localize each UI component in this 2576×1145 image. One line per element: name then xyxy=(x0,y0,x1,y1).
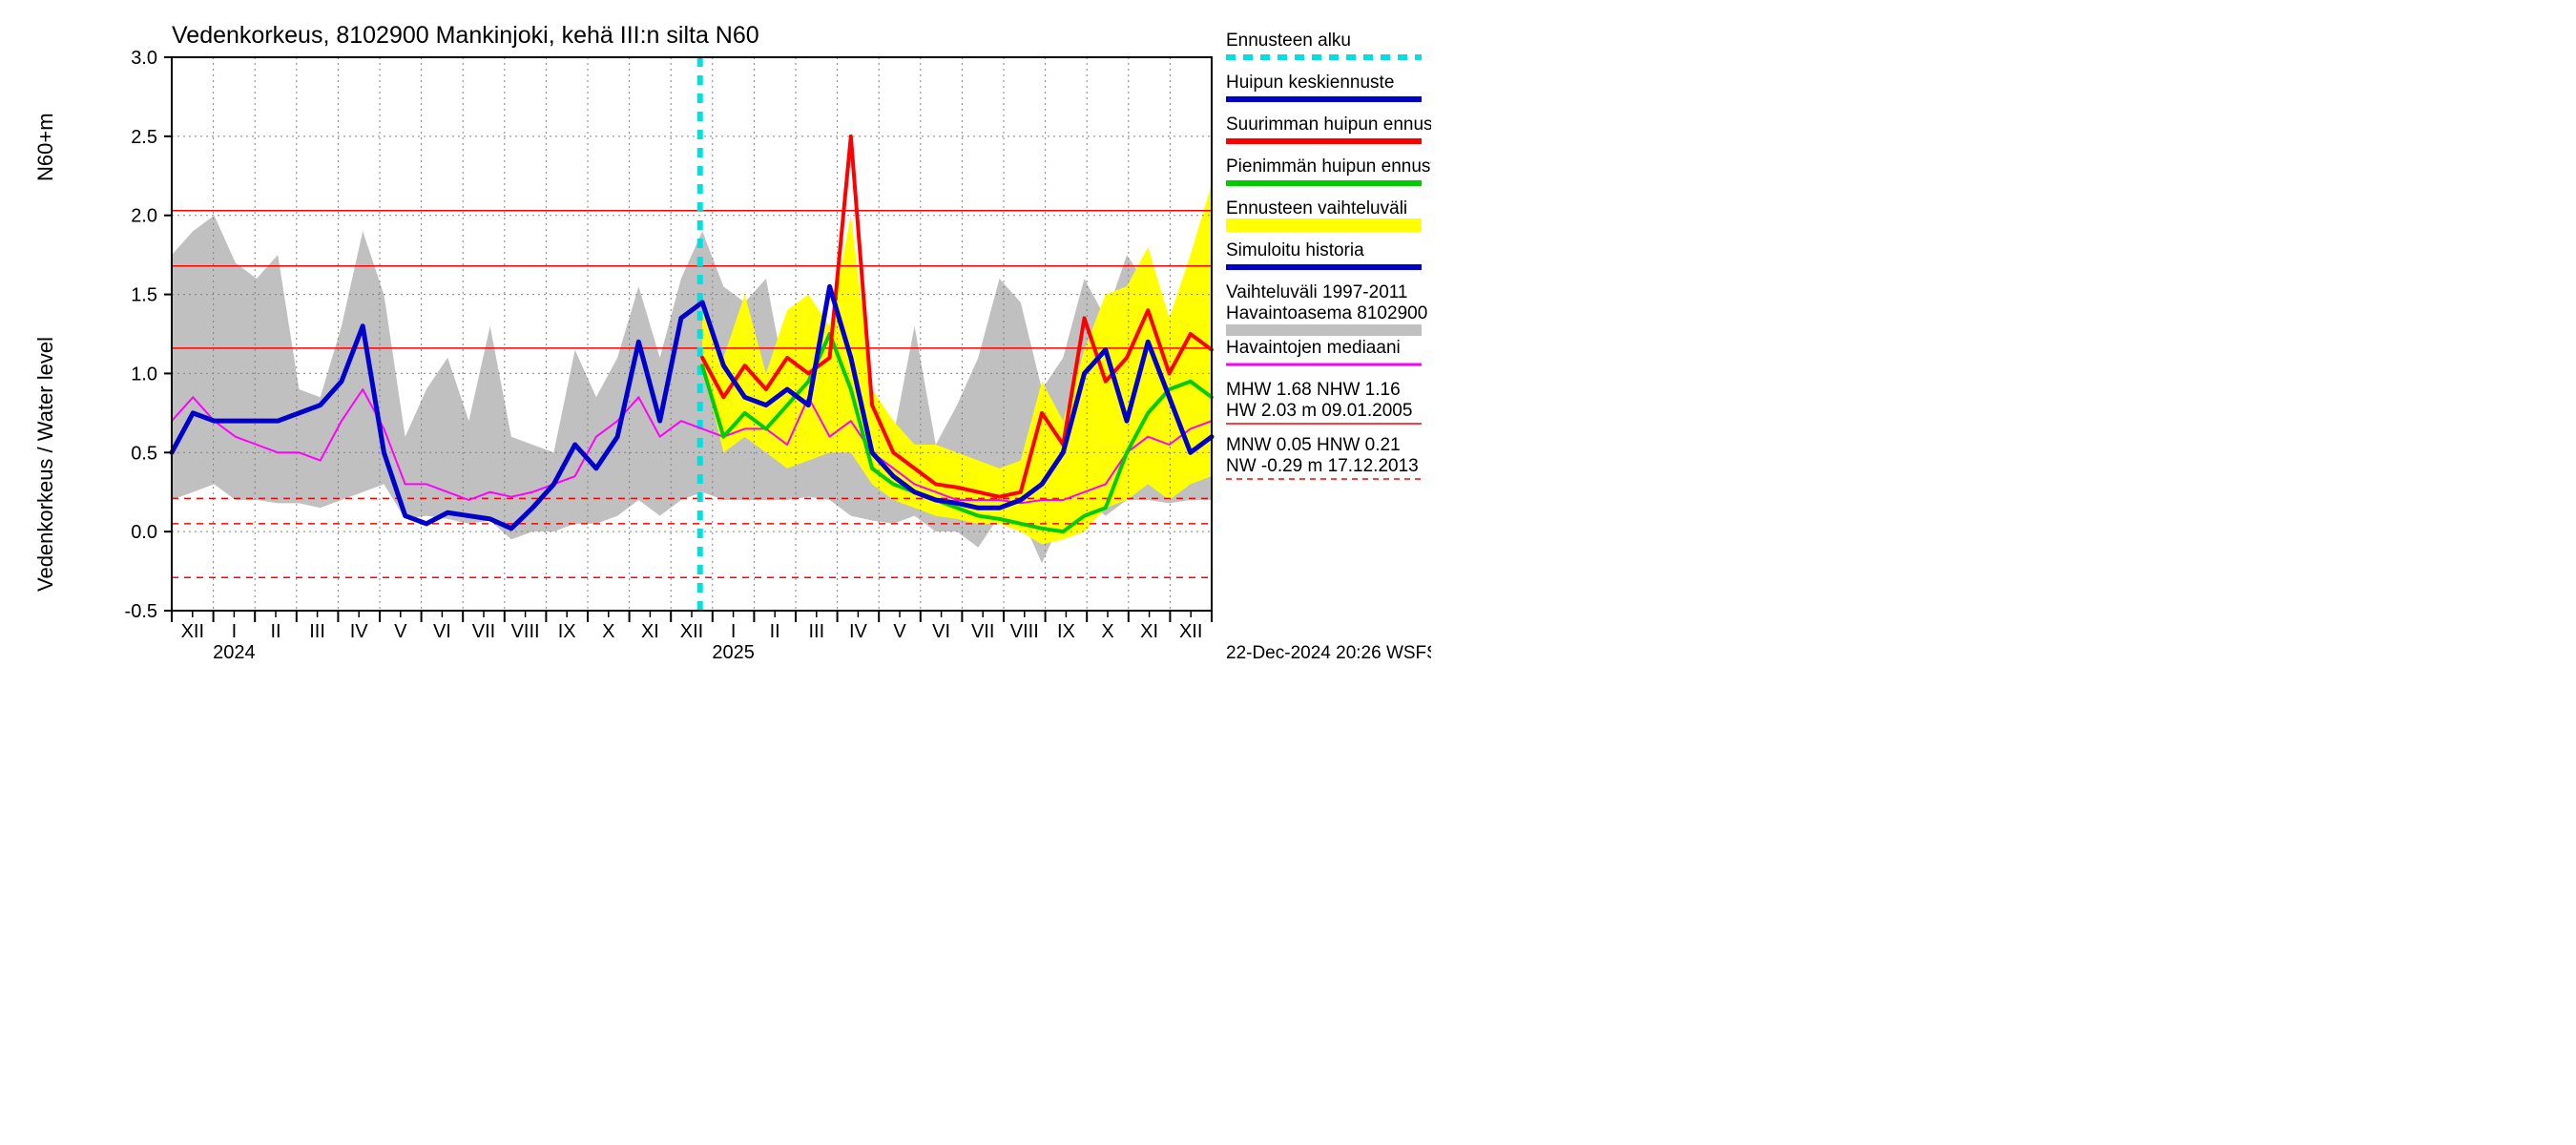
legend-swatch xyxy=(1226,324,1422,336)
y-tick-label: 0.5 xyxy=(131,443,157,464)
y-tick-label: 3.0 xyxy=(131,48,157,69)
x-tick-label: XII xyxy=(680,621,703,642)
x-tick-label: V xyxy=(893,621,906,642)
x-tick-label: VI xyxy=(433,621,451,642)
chart-title: Vedenkorkeus, 8102900 Mankinjoki, kehä I… xyxy=(172,22,759,49)
x-tick-label: II xyxy=(770,621,780,642)
x-tick-label: XI xyxy=(641,621,659,642)
chart-container: Vedenkorkeus, 8102900 Mankinjoki, kehä I… xyxy=(0,0,1431,668)
y-tick-label: 1.5 xyxy=(131,285,157,306)
y-tick-label: 2.5 xyxy=(131,127,157,148)
x-tick-label: VIII xyxy=(1010,621,1039,642)
x-tick-label: XI xyxy=(1140,621,1158,642)
x-tick-label: IV xyxy=(849,621,868,642)
x-tick-label: X xyxy=(1101,621,1113,642)
legend-label: Simuloitu historia xyxy=(1226,240,1364,260)
x-tick-label: VI xyxy=(932,621,950,642)
x-tick-label: VII xyxy=(472,621,495,642)
y-axis-unit: N60+m xyxy=(33,113,57,181)
x-tick-label: IV xyxy=(350,621,369,642)
x-tick-label: XII xyxy=(1179,621,1202,642)
footer-timestamp: 22-Dec-2024 20:26 WSFS-O xyxy=(1226,643,1431,663)
legend-label: Huipun keskiennuste xyxy=(1226,73,1394,93)
x-tick-label: VII xyxy=(971,621,994,642)
legend-extra: Havaintoasema 8102900 xyxy=(1226,303,1427,323)
y-axis-label: Vedenkorkeus / Water level xyxy=(33,337,57,592)
legend-label: Havaintojen mediaani xyxy=(1226,338,1401,358)
x-year-label: 2024 xyxy=(213,642,256,663)
chart-svg: Vedenkorkeus, 8102900 Mankinjoki, kehä I… xyxy=(0,0,1431,668)
x-tick-label: II xyxy=(270,621,280,642)
x-tick-label: I xyxy=(232,621,238,642)
x-year-label: 2025 xyxy=(712,642,755,663)
x-tick-label: IX xyxy=(558,621,576,642)
x-tick-label: IX xyxy=(1057,621,1075,642)
x-tick-label: X xyxy=(602,621,614,642)
legend-extra: NW -0.29 m 17.12.2013 xyxy=(1226,456,1419,476)
y-tick-label: 0.0 xyxy=(131,522,157,543)
x-tick-label: XII xyxy=(181,621,204,642)
legend-label: MNW 0.05 HNW 0.21 xyxy=(1226,435,1401,455)
legend-label: Pienimmän huipun ennuste xyxy=(1226,156,1431,177)
x-tick-label: VIII xyxy=(511,621,540,642)
x-tick-label: III xyxy=(808,621,824,642)
legend-label: Ennusteen vaihteluväli xyxy=(1226,198,1407,219)
x-tick-label: I xyxy=(731,621,737,642)
y-tick-label: 1.0 xyxy=(131,364,157,385)
legend-label: Vaihteluväli 1997-2011 xyxy=(1226,282,1408,302)
legend-label: Ennusteen alku xyxy=(1226,31,1351,51)
y-tick-label: -0.5 xyxy=(125,601,157,622)
y-tick-label: 2.0 xyxy=(131,206,157,227)
legend-extra: HW 2.03 m 09.01.2005 xyxy=(1226,401,1412,421)
x-tick-label: III xyxy=(309,621,325,642)
legend-label: MHW 1.68 NHW 1.16 xyxy=(1226,380,1401,400)
x-tick-label: V xyxy=(394,621,407,642)
legend-label: Suurimman huipun ennuste xyxy=(1226,114,1431,135)
